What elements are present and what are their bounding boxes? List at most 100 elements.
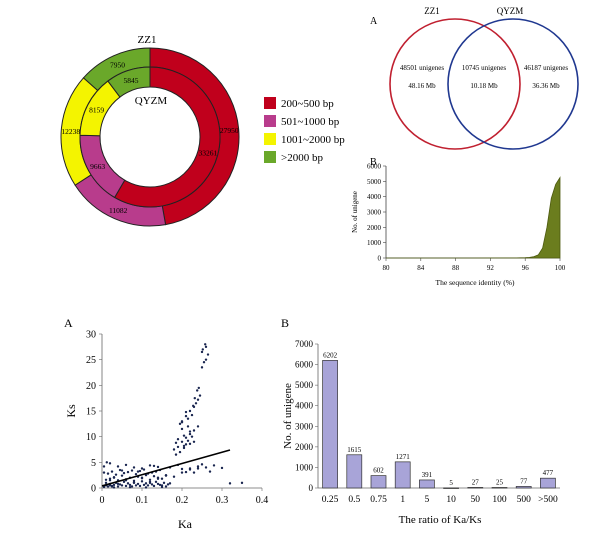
bar-category-label-5: 10 bbox=[446, 495, 456, 505]
scatter-x-tick-label-0: 0 bbox=[100, 495, 105, 506]
scatter-point-65 bbox=[108, 462, 112, 465]
scatter-point-123 bbox=[174, 441, 178, 445]
donut-slices bbox=[60, 47, 240, 227]
scatter-point-144 bbox=[116, 482, 120, 486]
scatter-point-134 bbox=[197, 386, 200, 390]
scatter-point-59 bbox=[138, 469, 142, 473]
area-x-tick-label-2: 88 bbox=[452, 264, 460, 272]
scatter-point-74 bbox=[144, 486, 148, 489]
scatter-point-125 bbox=[178, 422, 182, 426]
legend-swatch-501-1000 bbox=[264, 115, 276, 127]
scatter-y-tick-label-2: 10 bbox=[86, 432, 96, 443]
bar-category-label-4: 5 bbox=[425, 495, 430, 505]
legend-label-200-500: 200~500 bp bbox=[281, 98, 334, 110]
area-x-tick-label-1: 84 bbox=[417, 264, 425, 272]
area-fill bbox=[386, 176, 561, 259]
scatter-point-138 bbox=[204, 343, 207, 346]
bar-2 bbox=[370, 475, 387, 489]
venn-diagram: A ZZ1 QYZM 48501 unigenes 48.16 Mb 10745… bbox=[370, 6, 579, 150]
scatter-point-68 bbox=[132, 466, 136, 469]
scatter-point-86 bbox=[192, 471, 196, 474]
scatter-point-121 bbox=[182, 434, 186, 437]
scatter-point-114 bbox=[204, 358, 208, 361]
bar-data-label-5: 5 bbox=[449, 479, 453, 487]
scatter-point-20 bbox=[142, 483, 146, 487]
scatter-point-28 bbox=[158, 483, 162, 487]
scatter-y-tick-label-6: 30 bbox=[86, 330, 96, 341]
inner-slice-3 bbox=[107, 66, 151, 98]
scatter-point-149 bbox=[156, 477, 160, 480]
scatter-point-77 bbox=[105, 461, 109, 464]
scatter-point-94 bbox=[176, 445, 180, 449]
venn-zz1-size: 48.16 Mb bbox=[408, 82, 436, 90]
scatter-point-99 bbox=[196, 425, 200, 428]
scatter-point-137 bbox=[201, 348, 204, 351]
scatter-y-tick-label-4: 20 bbox=[86, 381, 96, 392]
outer-slice-label-2: 12238 bbox=[61, 127, 80, 136]
scatter-point-9 bbox=[120, 484, 124, 487]
venn-set-label-qyzm: QYZM bbox=[497, 6, 524, 16]
scatter-point-26 bbox=[154, 480, 158, 484]
scatter-point-105 bbox=[186, 417, 190, 420]
area-panel-label: B bbox=[370, 157, 377, 168]
scatter-point-150 bbox=[164, 473, 168, 477]
scatter-x-axis-label: Ka bbox=[178, 517, 193, 531]
scatter-point-45 bbox=[148, 478, 152, 481]
scatter-point-126 bbox=[180, 420, 184, 423]
scatter-point-19 bbox=[140, 480, 144, 483]
bar-category-label-9: >500 bbox=[538, 495, 558, 505]
scatter-point-135 bbox=[200, 350, 204, 354]
bar-category-label-0: 0.25 bbox=[322, 495, 339, 505]
scatter-point-120 bbox=[192, 440, 196, 443]
scatter-x-tick-label-1: 0.1 bbox=[136, 495, 149, 506]
bar-y-tick-label-6: 6000 bbox=[295, 360, 314, 370]
area-x-tick-label-4: 96 bbox=[522, 264, 530, 272]
scatter-point-118 bbox=[188, 430, 192, 433]
scatter-y-tick-label-1: 5 bbox=[91, 458, 96, 469]
scatter-point-153 bbox=[188, 467, 192, 470]
bar-8 bbox=[515, 486, 532, 489]
scatter-point-84 bbox=[184, 470, 188, 474]
scatter-point-14 bbox=[130, 485, 134, 488]
bar-3 bbox=[394, 461, 411, 489]
bar-data-label-3: 1271 bbox=[396, 453, 411, 461]
bar-y-tick-label-2: 2000 bbox=[295, 442, 314, 452]
scatter-point-41 bbox=[132, 479, 136, 483]
bar-9 bbox=[540, 477, 556, 489]
scatter-point-51 bbox=[106, 472, 110, 475]
scatter-point-152 bbox=[180, 471, 184, 474]
scatter-point-140 bbox=[108, 479, 112, 482]
legend-label-1001-2000: 1001~2000 bp bbox=[281, 134, 345, 146]
scatter-point-97 bbox=[188, 432, 192, 436]
scatter-point-7 bbox=[116, 485, 120, 488]
scatter-point-111 bbox=[198, 394, 202, 397]
scatter-point-136 bbox=[204, 345, 208, 349]
scatter-point-132 bbox=[193, 396, 196, 400]
scatter-point-129 bbox=[186, 439, 190, 442]
scatter-point-10 bbox=[122, 480, 126, 484]
scatter-point-48 bbox=[160, 477, 164, 480]
area-y-tick-label-1: 1000 bbox=[367, 239, 382, 247]
scatter-point-67 bbox=[124, 463, 128, 467]
bar-data-label-8: 77 bbox=[520, 477, 528, 485]
scatter-point-106 bbox=[190, 413, 194, 417]
scatter-point-71 bbox=[156, 465, 160, 469]
scatter-point-72 bbox=[112, 486, 116, 489]
scatter-point-32 bbox=[166, 483, 170, 486]
scatter-point-90 bbox=[208, 470, 212, 473]
scatter-point-88 bbox=[200, 463, 204, 466]
scatter-point-60 bbox=[142, 468, 146, 471]
inner-slice-label-1: 9663 bbox=[90, 162, 105, 171]
scatter-point-69 bbox=[140, 467, 144, 470]
scatter-point-112 bbox=[200, 366, 204, 369]
inner-slice-0 bbox=[113, 66, 221, 208]
scatter-point-124 bbox=[180, 427, 184, 431]
venn-zz1-count: 48501 unigenes bbox=[400, 64, 444, 72]
bar-category-label-6: 50 bbox=[471, 495, 481, 505]
donut-inner-label: QYZM bbox=[135, 95, 168, 107]
donut-labels: 27950 11082 12238 7950 33261 9663 8159 5845 bbox=[61, 60, 238, 214]
area-plot: 0 1000 2000 3000 4000 5000 6000 80 84 88 92 96 100 bbox=[367, 163, 566, 273]
scatter-point-66 bbox=[116, 465, 120, 468]
bar-4 bbox=[419, 479, 435, 489]
bar-y-tick-label-3: 3000 bbox=[295, 421, 314, 431]
